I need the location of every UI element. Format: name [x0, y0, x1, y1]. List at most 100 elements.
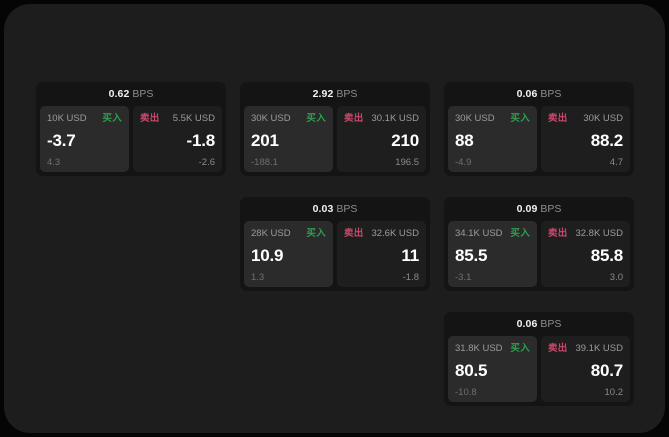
buy-action-label[interactable]: 买入	[306, 113, 326, 124]
buy-panel[interactable]: 31.8K USD 买入 80.5 -10.8	[448, 336, 537, 402]
sell-size-label: 32.8K USD	[575, 228, 623, 239]
bps-header: 2.92 BPS	[244, 87, 426, 106]
side-row: 30K USD 买入 88 -4.9 卖出 30K USD 88.2 4.7	[448, 106, 630, 172]
side-row: 31.8K USD 买入 80.5 -10.8 卖出 39.1K USD 80.7 10.2	[448, 336, 630, 402]
buy-price: 10.9	[251, 246, 284, 265]
buy-panel-header: 34.1K USD 买入	[455, 228, 530, 240]
buy-delta: 1.3	[251, 272, 265, 283]
buy-panel-header: 30K USD 买入	[455, 113, 530, 125]
buy-panel-header: 10K USD 买入	[47, 113, 122, 125]
buy-price: 88	[455, 131, 474, 150]
sell-action-label[interactable]: 卖出	[140, 113, 160, 124]
sell-panel[interactable]: 卖出 30.1K USD 210 196.5	[337, 106, 426, 172]
bps-unit: BPS	[540, 203, 562, 215]
buy-panel-header: 30K USD 买入	[251, 113, 326, 125]
buy-action-label[interactable]: 买入	[306, 228, 326, 239]
buy-delta: -188.1	[251, 157, 278, 168]
buy-price: 80.5	[455, 361, 488, 380]
bps-header: 0.62 BPS	[40, 87, 222, 106]
sell-price: 88.2	[590, 131, 623, 150]
sell-action-label[interactable]: 卖出	[548, 343, 568, 354]
sell-panel[interactable]: 卖出 32.6K USD 11 -1.8	[337, 221, 426, 287]
sell-price: 85.8	[590, 246, 623, 265]
quote-card[interactable]: 0.06 BPS 31.8K USD 买入 80.5 -10.8 卖出 39.1K USD 80…	[444, 312, 634, 406]
sell-price: 80.7	[590, 361, 623, 380]
buy-size-label: 30K USD	[251, 113, 291, 124]
sell-price: -1.8	[186, 131, 216, 150]
bps-unit: BPS	[336, 88, 358, 100]
quote-card[interactable]: 2.92 BPS 30K USD 买入 201 -188.1 卖出 30.1K USD 210 1…	[240, 82, 430, 176]
buy-action-label[interactable]: 买入	[510, 113, 530, 124]
sell-panel[interactable]: 卖出 39.1K USD 80.7 10.2	[541, 336, 630, 402]
sell-panel-header: 卖出 30.1K USD	[344, 113, 419, 125]
bps-unit: BPS	[132, 88, 154, 100]
sell-panel-header: 卖出 5.5K USD	[140, 113, 215, 125]
sell-panel[interactable]: 卖出 5.5K USD -1.8 -2.6	[133, 106, 222, 172]
quote-card[interactable]: 0.06 BPS 30K USD 买入 88 -4.9 卖出 30K USD 88.2 4.7	[444, 82, 634, 176]
sell-panel[interactable]: 卖出 30K USD 88.2 4.7	[541, 106, 630, 172]
bps-header: 0.03 BPS	[244, 202, 426, 221]
sell-action-label[interactable]: 卖出	[344, 228, 364, 239]
buy-panel[interactable]: 10K USD 买入 -3.7 4.3	[40, 106, 129, 172]
sell-delta: 3.0	[609, 272, 623, 283]
bps-unit: BPS	[336, 203, 358, 215]
quote-card[interactable]: 0.09 BPS 34.1K USD 买入 85.5 -3.1 卖出 32.8K USD 85.…	[444, 197, 634, 291]
buy-price: -3.7	[47, 131, 76, 150]
quote-card[interactable]: 0.62 BPS 10K USD 买入 -3.7 4.3 卖出 5.5K USD -1.8 -2.…	[36, 82, 226, 176]
bps-unit: BPS	[540, 88, 562, 100]
sell-delta: 196.5	[395, 157, 419, 168]
side-row: 10K USD 买入 -3.7 4.3 卖出 5.5K USD -1.8 -2.6	[40, 106, 222, 172]
buy-action-label[interactable]: 买入	[102, 113, 122, 124]
buy-panel-header: 31.8K USD 买入	[455, 343, 530, 355]
bps-value: 0.03	[312, 203, 334, 215]
quote-card[interactable]: 0.03 BPS 28K USD 买入 10.9 1.3 卖出 32.6K USD 11 -1.8	[240, 197, 430, 291]
sell-size-label: 32.6K USD	[371, 228, 419, 239]
bps-header: 0.09 BPS	[448, 202, 630, 221]
buy-panel[interactable]: 30K USD 买入 201 -188.1	[244, 106, 333, 172]
column-3: 0.06 BPS 30K USD 买入 88 -4.9 卖出 30K USD 88.2 4.7 0.…	[444, 82, 634, 406]
sell-size-label: 39.1K USD	[575, 343, 623, 354]
buy-panel[interactable]: 34.1K USD 买入 85.5 -3.1	[448, 221, 537, 287]
bps-value: 0.06	[516, 318, 538, 330]
buy-size-label: 10K USD	[47, 113, 87, 124]
buy-delta: -10.8	[455, 387, 477, 398]
side-row: 30K USD 买入 201 -188.1 卖出 30.1K USD 210 196.5	[244, 106, 426, 172]
side-row: 28K USD 买入 10.9 1.3 卖出 32.6K USD 11 -1.8	[244, 221, 426, 287]
buy-delta: -4.9	[455, 157, 472, 168]
sell-action-label[interactable]: 卖出	[344, 113, 364, 124]
buy-panel[interactable]: 28K USD 买入 10.9 1.3	[244, 221, 333, 287]
sell-panel-header: 卖出 32.8K USD	[548, 228, 623, 240]
app-frame: 0.62 BPS 10K USD 买入 -3.7 4.3 卖出 5.5K USD -1.8 -2.…	[4, 4, 665, 433]
buy-size-label: 34.1K USD	[455, 228, 503, 239]
bps-value: 0.06	[516, 88, 538, 100]
sell-action-label[interactable]: 卖出	[548, 228, 568, 239]
buy-action-label[interactable]: 买入	[510, 343, 530, 354]
bps-value: 0.62	[108, 88, 130, 100]
sell-panel-header: 卖出 32.6K USD	[344, 228, 419, 240]
sell-size-label: 30.1K USD	[371, 113, 419, 124]
sell-price: 210	[391, 131, 419, 150]
sell-size-label: 5.5K USD	[172, 113, 215, 124]
buy-panel-header: 28K USD 买入	[251, 228, 326, 240]
sell-delta: 10.2	[604, 387, 624, 398]
sell-panel-header: 卖出 30K USD	[548, 113, 623, 125]
buy-price: 85.5	[455, 246, 488, 265]
buy-action-label[interactable]: 买入	[510, 228, 530, 239]
bps-header: 0.06 BPS	[448, 317, 630, 336]
buy-panel[interactable]: 30K USD 买入 88 -4.9	[448, 106, 537, 172]
sell-panel-header: 卖出 39.1K USD	[548, 343, 623, 355]
buy-size-label: 31.8K USD	[455, 343, 503, 354]
side-row: 34.1K USD 买入 85.5 -3.1 卖出 32.8K USD 85.8 3.0	[448, 221, 630, 287]
column-1: 0.62 BPS 10K USD 买入 -3.7 4.3 卖出 5.5K USD -1.8 -2.…	[36, 82, 226, 176]
sell-action-label[interactable]: 卖出	[548, 113, 568, 124]
bps-unit: BPS	[540, 318, 562, 330]
bps-value: 0.09	[516, 203, 538, 215]
buy-delta: 4.3	[47, 157, 61, 168]
bps-value: 2.92	[312, 88, 334, 100]
column-2: 2.92 BPS 30K USD 买入 201 -188.1 卖出 30.1K USD 210 1…	[240, 82, 430, 291]
sell-delta: 4.7	[609, 157, 623, 168]
buy-size-label: 28K USD	[251, 228, 291, 239]
sell-panel[interactable]: 卖出 32.8K USD 85.8 3.0	[541, 221, 630, 287]
sell-size-label: 30K USD	[583, 113, 623, 124]
buy-price: 201	[251, 131, 279, 150]
